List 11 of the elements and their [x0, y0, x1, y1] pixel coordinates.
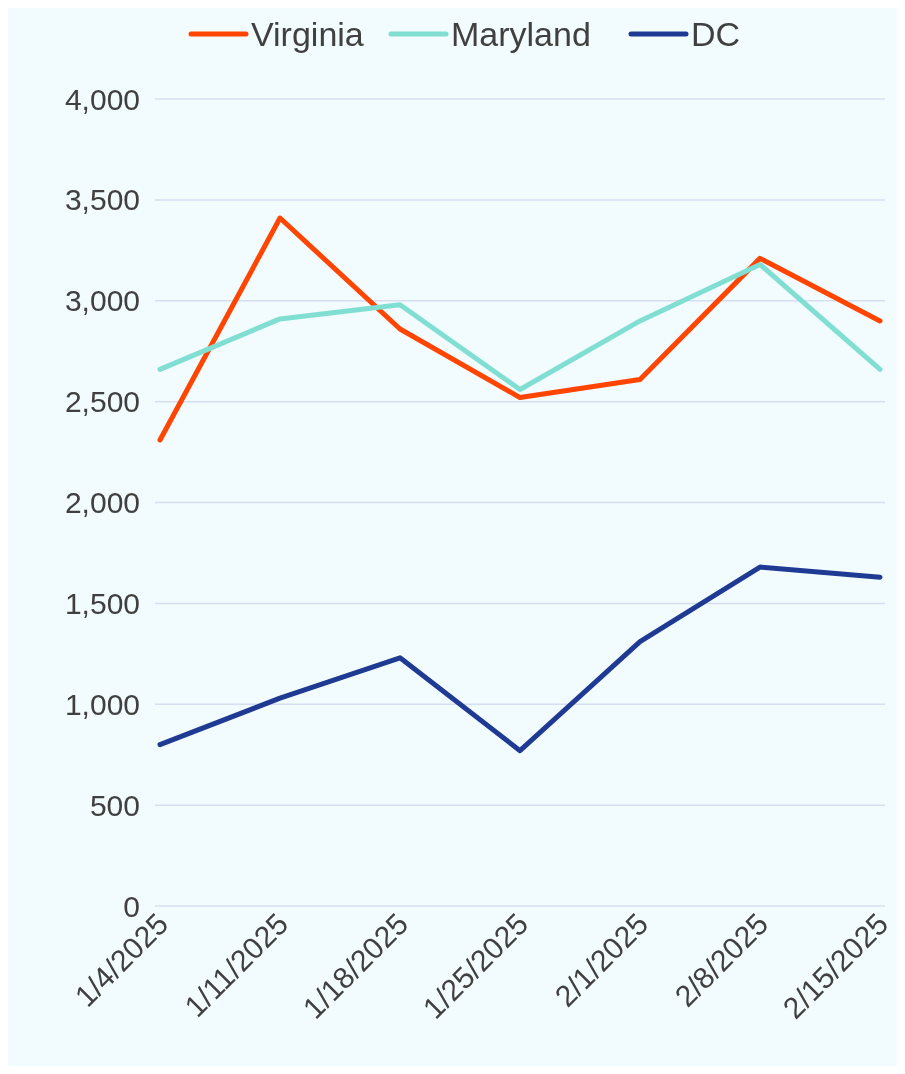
legend-label: DC — [691, 14, 741, 53]
y-tick-label: 2,000 — [64, 486, 140, 519]
legend-label: Virginia — [251, 14, 364, 53]
y-tick-label: 2,500 — [64, 385, 140, 419]
y-tick-label: 1,500 — [64, 586, 140, 620]
y-tick-label: 3,000 — [64, 284, 140, 318]
y-tick-label: 4,000 — [64, 82, 140, 116]
y-tick-label: 500 — [89, 788, 140, 822]
legend-label: Maryland — [451, 14, 591, 53]
y-tick-label: 3,500 — [64, 183, 140, 217]
y-tick-label: 1,000 — [64, 687, 140, 721]
